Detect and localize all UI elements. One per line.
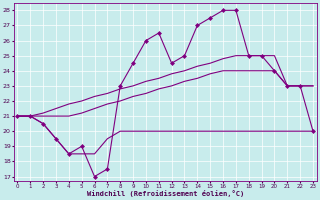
X-axis label: Windchill (Refroidissement éolien,°C): Windchill (Refroidissement éolien,°C) — [87, 190, 244, 197]
